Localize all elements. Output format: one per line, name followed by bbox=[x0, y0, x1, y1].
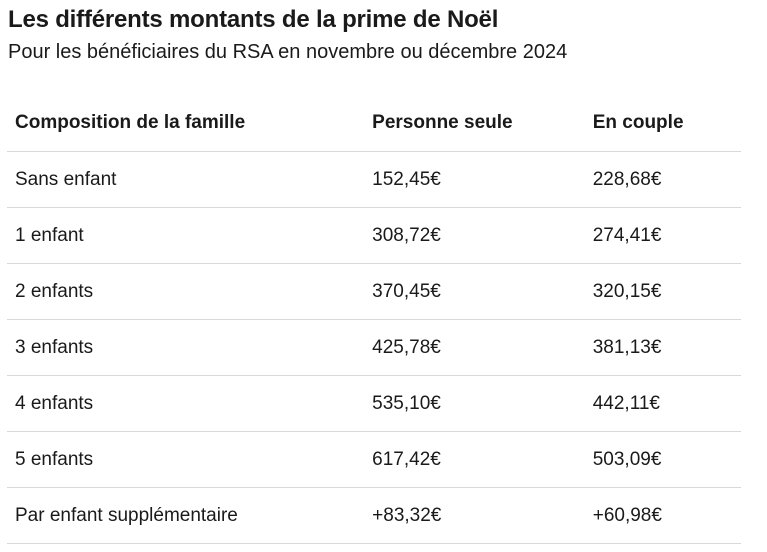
page-title: Les différents montants de la prime de N… bbox=[8, 6, 499, 33]
cell-personne-seule: +83,32€ bbox=[372, 487, 593, 544]
cell-personne-seule: 425,78€ bbox=[372, 319, 593, 376]
header-personne-seule: Personne seule bbox=[372, 95, 593, 152]
table-row: Par enfant supplémentaire +83,32€ +60,98… bbox=[7, 487, 741, 544]
table-row: 5 enfants 617,42€ 503,09€ bbox=[7, 431, 741, 488]
cell-composition: 3 enfants bbox=[7, 319, 373, 376]
page-subtitle: Pour les bénéficiaires du RSA en novembr… bbox=[8, 41, 568, 63]
table-body: Sans enfant 152,45€ 228,68€ 1 enfant 308… bbox=[7, 151, 741, 544]
cell-composition: 2 enfants bbox=[7, 263, 373, 320]
table-row: 2 enfants 370,45€ 320,15€ bbox=[7, 263, 741, 320]
table-row: Sans enfant 152,45€ 228,68€ bbox=[7, 151, 741, 208]
cell-personne-seule: 308,72€ bbox=[372, 207, 593, 264]
table-row: 4 enfants 535,10€ 442,11€ bbox=[7, 375, 741, 432]
cell-personne-seule: 152,45€ bbox=[372, 151, 593, 208]
cell-en-couple: 228,68€ bbox=[592, 151, 741, 208]
cell-personne-seule: 370,45€ bbox=[372, 263, 593, 320]
table-header: Composition de la famille Personne seule… bbox=[7, 95, 741, 152]
cell-composition: Par enfant supplémentaire bbox=[7, 487, 373, 544]
cell-composition: 1 enfant bbox=[7, 207, 373, 264]
header-composition: Composition de la famille bbox=[7, 95, 373, 152]
cell-en-couple: 442,11€ bbox=[592, 375, 741, 432]
cell-en-couple: 320,15€ bbox=[592, 263, 741, 320]
cell-en-couple: +60,98€ bbox=[592, 487, 741, 544]
cell-en-couple: 503,09€ bbox=[592, 431, 741, 488]
cell-personne-seule: 617,42€ bbox=[372, 431, 593, 488]
cell-composition: 5 enfants bbox=[7, 431, 373, 488]
table-row: 1 enfant 308,72€ 274,41€ bbox=[7, 207, 741, 264]
prime-table: Composition de la famille Personne seule… bbox=[7, 95, 741, 544]
cell-composition: Sans enfant bbox=[7, 151, 373, 208]
header-en-couple: En couple bbox=[592, 95, 741, 152]
table-row: 3 enfants 425,78€ 381,13€ bbox=[7, 319, 741, 376]
cell-composition: 4 enfants bbox=[7, 375, 373, 432]
cell-en-couple: 274,41€ bbox=[592, 207, 741, 264]
cell-en-couple: 381,13€ bbox=[592, 319, 741, 376]
header-row: Composition de la famille Personne seule… bbox=[7, 95, 741, 152]
cell-personne-seule: 535,10€ bbox=[372, 375, 593, 432]
